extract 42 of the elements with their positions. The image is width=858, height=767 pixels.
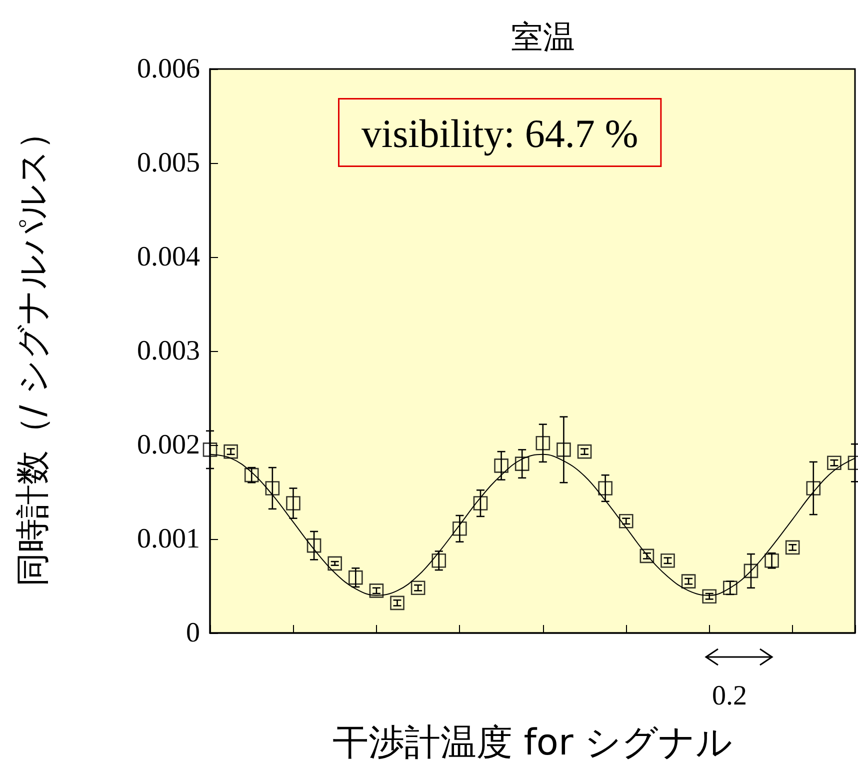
y-tick-label: 0.002 [137, 430, 200, 460]
point [473, 496, 488, 510]
point [514, 456, 530, 471]
point [265, 481, 280, 496]
point [202, 442, 218, 457]
point [390, 596, 404, 610]
point [536, 436, 550, 450]
y-axis-title: 同時計数（/ シグナルパルス） [13, 115, 53, 587]
point [369, 584, 384, 598]
point [640, 548, 654, 564]
chart-title: 室温 [511, 18, 575, 56]
point [328, 556, 342, 571]
point [681, 574, 696, 588]
point [598, 481, 612, 496]
point [764, 553, 779, 568]
point [785, 540, 800, 555]
y-tick-label: 0.006 [137, 54, 200, 84]
y-tick-label: 0 [186, 618, 200, 648]
point [806, 481, 821, 496]
point [660, 553, 675, 568]
point [410, 580, 426, 596]
point [556, 442, 571, 457]
point [827, 456, 842, 470]
annotation: visibility: 64.7 % [362, 111, 638, 156]
point [577, 444, 592, 459]
point [618, 514, 634, 528]
point [306, 538, 322, 553]
x-axis-title: 干渉計温度 for シグナル [332, 722, 733, 764]
y-tick-label: 0.004 [137, 242, 200, 272]
text: 0.2 [712, 680, 747, 712]
y-tick-label: 0.001 [137, 524, 200, 554]
point [723, 580, 738, 596]
y-tick-label: 0.005 [137, 148, 200, 178]
point [494, 458, 508, 473]
point [452, 522, 467, 536]
point [286, 496, 300, 510]
point [432, 553, 446, 568]
point [744, 564, 758, 578]
point [348, 570, 363, 585]
point [702, 589, 717, 604]
y-tick-label: 0.003 [137, 336, 200, 366]
point [224, 444, 238, 459]
